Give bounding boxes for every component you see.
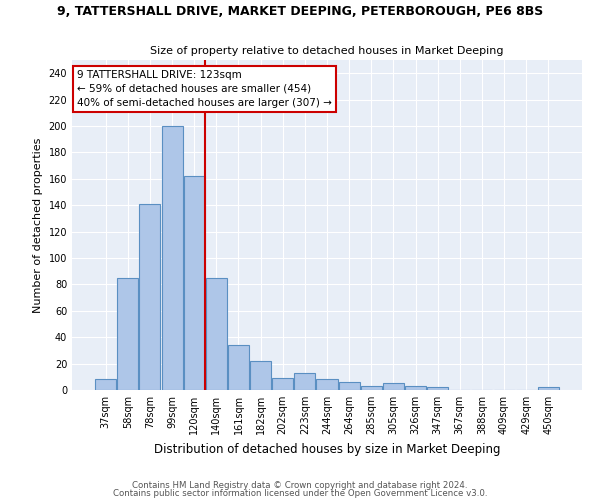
Bar [206,278,227,390]
Bar [228,345,249,390]
Y-axis label: Number of detached properties: Number of detached properties [33,138,43,312]
Text: Contains HM Land Registry data © Crown copyright and database right 2024.: Contains HM Land Registry data © Crown c… [132,481,468,490]
Bar [338,382,359,390]
Bar [161,126,182,390]
Bar [139,204,160,390]
Bar [538,388,559,390]
Bar [316,380,338,390]
Bar [95,380,116,390]
Bar [361,386,382,390]
Bar [295,373,316,390]
Text: 9, TATTERSHALL DRIVE, MARKET DEEPING, PETERBOROUGH, PE6 8BS: 9, TATTERSHALL DRIVE, MARKET DEEPING, PE… [57,5,543,18]
Bar [405,386,426,390]
Title: Size of property relative to detached houses in Market Deeping: Size of property relative to detached ho… [150,46,504,56]
Bar [272,378,293,390]
Bar [383,384,404,390]
Bar [118,278,139,390]
Bar [250,361,271,390]
Text: Contains public sector information licensed under the Open Government Licence v3: Contains public sector information licen… [113,488,487,498]
Bar [184,176,205,390]
X-axis label: Distribution of detached houses by size in Market Deeping: Distribution of detached houses by size … [154,442,500,456]
Bar [427,388,448,390]
Text: 9 TATTERSHALL DRIVE: 123sqm
← 59% of detached houses are smaller (454)
40% of se: 9 TATTERSHALL DRIVE: 123sqm ← 59% of det… [77,70,332,108]
